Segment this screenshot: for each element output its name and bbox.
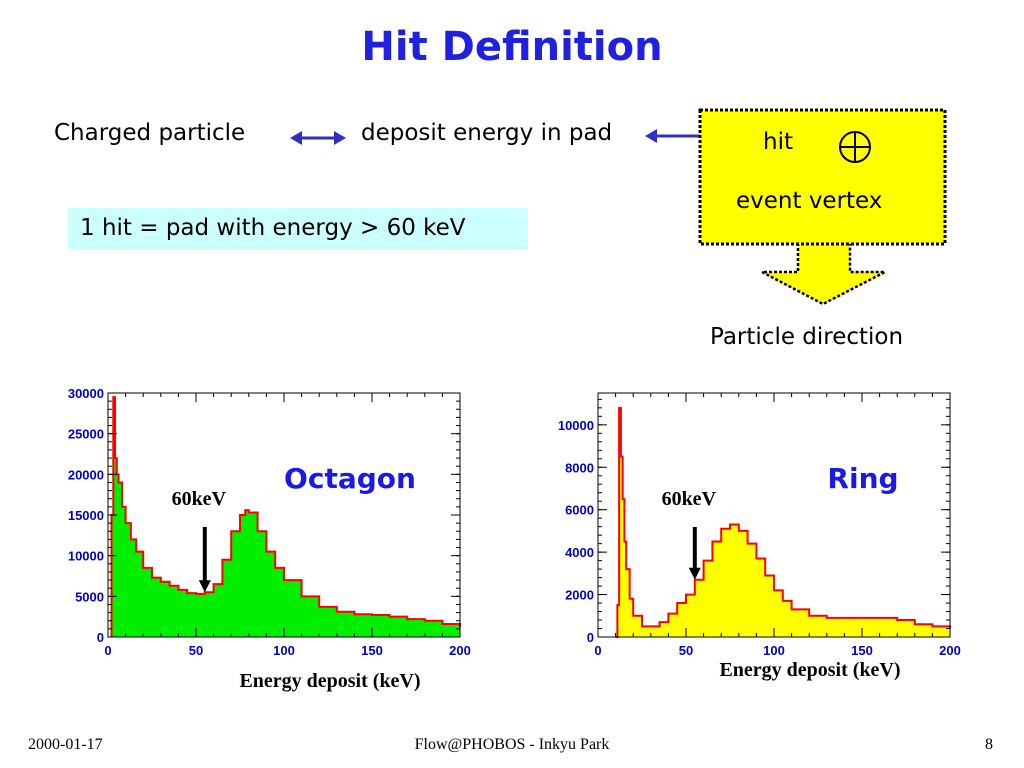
y-tick-label: 6000 xyxy=(565,503,594,518)
annotation-arrowhead xyxy=(198,580,211,593)
x-tick-label: 50 xyxy=(679,643,693,658)
particle-direction-label: Particle direction xyxy=(710,324,904,350)
histogram-outline xyxy=(615,406,951,638)
y-tick-label: 2000 xyxy=(565,588,594,603)
y-tick-label: 10000 xyxy=(68,549,104,564)
detector-name: Ring xyxy=(827,462,898,495)
footer-date: 2000-01-17 xyxy=(28,736,103,753)
hit-label: hit xyxy=(763,129,793,155)
slide-title: Hit Definition xyxy=(361,24,663,70)
y-tick-label: 5000 xyxy=(75,589,104,604)
detector-name: Octagon xyxy=(284,462,416,495)
annotation-arrowhead xyxy=(688,567,701,580)
footer-page: 8 xyxy=(985,736,993,753)
histogram-fill xyxy=(615,407,950,637)
y-tick-label: 8000 xyxy=(565,460,594,475)
y-tick-label: 15000 xyxy=(68,508,104,523)
hit-definition-text: 1 hit = pad with energy > 60 keV xyxy=(80,215,466,241)
y-tick-label: 30000 xyxy=(68,386,104,401)
x-axis-title: Energy deposit (keV) xyxy=(719,659,900,681)
x-tick-label: 0 xyxy=(104,643,111,658)
charged-particle-label: Charged particle xyxy=(54,120,246,146)
histogram-fill xyxy=(111,397,461,637)
x-axis-title: Energy deposit (keV) xyxy=(239,670,420,692)
y-tick-label: 10000 xyxy=(558,418,594,433)
y-tick-label: 4000 xyxy=(565,545,594,560)
footer-center: Flow@PHOBOS - Inkyu Park xyxy=(414,736,610,753)
y-tick-label: 0 xyxy=(587,630,594,645)
x-tick-label: 200 xyxy=(939,643,961,658)
deposit-energy-label: deposit energy in pad xyxy=(361,120,613,146)
x-tick-label: 50 xyxy=(189,643,203,658)
x-tick-label: 0 xyxy=(594,643,601,658)
double-arrow-icon xyxy=(290,131,346,145)
hit-definition-box: 1 hit = pad with energy > 60 keV xyxy=(68,208,528,250)
histogram-outline xyxy=(110,396,461,637)
x-tick-label: 200 xyxy=(449,643,471,658)
hit-vertex-callout xyxy=(698,108,947,306)
ring-histogram: 0 50 100 150 2000200040006000800010000Ring60… xyxy=(558,392,961,681)
annotation-label: 60keV xyxy=(172,488,227,510)
y-tick-label: 0 xyxy=(97,630,104,645)
y-tick-label: 20000 xyxy=(68,467,104,482)
x-tick-label: 150 xyxy=(851,643,873,658)
annotation-label: 60keV xyxy=(662,488,717,510)
x-tick-label: 100 xyxy=(763,643,785,658)
event-vertex-label: event vertex xyxy=(736,188,883,214)
x-tick-label: 150 xyxy=(361,643,383,658)
x-tick-label: 100 xyxy=(273,643,295,658)
vertex-cross-icon xyxy=(839,131,871,163)
octagon-histogram: 0 50 100 150 200 0 5000 10000 15000 20000 25000 300… xyxy=(68,386,471,692)
y-tick-label: 25000 xyxy=(68,427,104,442)
